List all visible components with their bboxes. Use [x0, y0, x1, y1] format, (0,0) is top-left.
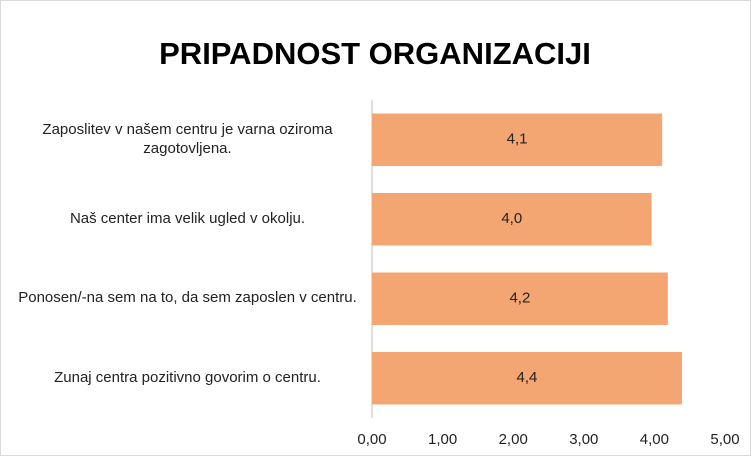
x-tick-label: 2,00 [499, 431, 528, 448]
chart-title: PRIPADNOST ORGANIZACIJI [159, 36, 591, 71]
bar [372, 272, 668, 325]
value-label: 4,2 [509, 290, 530, 307]
x-tick-label: 5,00 [710, 431, 739, 448]
bar [372, 352, 682, 405]
value-label: 4,0 [501, 210, 522, 227]
x-tick-label: 4,00 [640, 431, 669, 448]
value-label: 4,1 [507, 131, 528, 148]
y-tick-label: Ponosen/-na sem na to, da sem zaposlen v… [18, 289, 357, 307]
y-tick-label-box: Zunaj centra pozitivno govorim o centru. [54, 368, 321, 386]
y-tick-label-box: Naš center ima velik ugled v okolju. [69, 209, 306, 227]
y-tick-label-box: Ponosen/-na sem na to, da sem zaposlen v… [18, 289, 357, 307]
bar [372, 193, 652, 246]
y-tick-label: Zaposlitev v našem centru je varna oziro… [42, 121, 333, 157]
y-tick-label-box: Zaposlitev v našem centru je varna oziro… [42, 121, 333, 157]
value-label: 4,4 [517, 369, 538, 386]
y-tick-label: Zunaj centra pozitivno govorim o centru. [54, 368, 321, 386]
x-tick-label: 1,00 [428, 431, 457, 448]
y-tick-label: Naš center ima velik ugled v okolju. [69, 209, 306, 227]
x-tick-label: 3,00 [569, 431, 598, 448]
bar [372, 113, 663, 166]
x-tick-label: 0,00 [357, 431, 386, 448]
